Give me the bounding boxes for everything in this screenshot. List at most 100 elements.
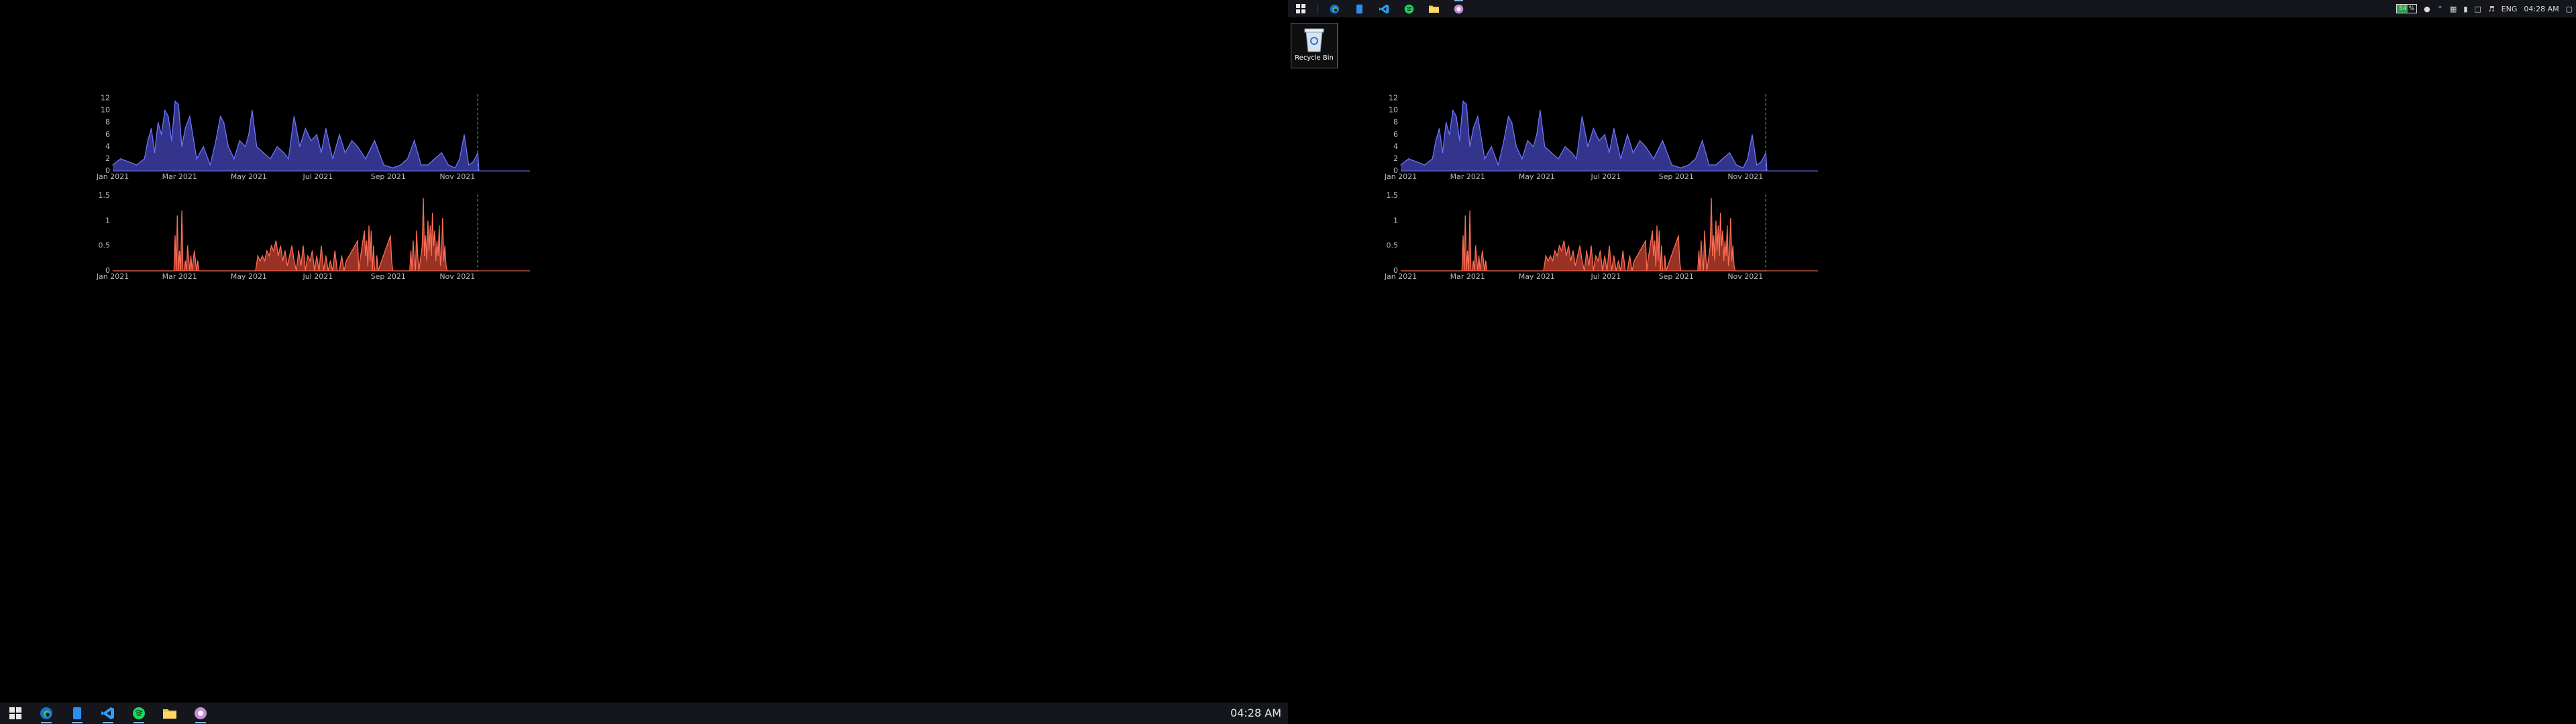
taskbar-app-spotify[interactable] xyxy=(123,703,154,724)
y-tick-label: 12 xyxy=(1389,94,1398,103)
data-point xyxy=(1720,213,1721,214)
data-point xyxy=(1503,140,1505,141)
x-tick-label: May 2021 xyxy=(231,272,267,281)
data-point xyxy=(433,245,434,247)
taskbar-app-edge[interactable] xyxy=(31,703,62,724)
desktop-icon-label: Recycle Bin xyxy=(1295,54,1334,62)
data-point xyxy=(390,235,391,237)
y-tick-label: 2 xyxy=(105,154,110,163)
pen-icon[interactable]: ● xyxy=(2424,4,2430,13)
y-tick-label: 1 xyxy=(1393,216,1398,225)
language-indicator[interactable]: ENG xyxy=(2501,4,2518,13)
volume-icon[interactable]: ♬ xyxy=(2487,4,2495,13)
start-button[interactable] xyxy=(0,703,31,724)
data-point xyxy=(407,158,409,160)
y-tick-label: 6 xyxy=(1393,130,1398,139)
data-point xyxy=(1688,164,1689,166)
data-point xyxy=(174,235,176,237)
data-point xyxy=(1452,110,1454,111)
taskbar-clock[interactable]: 04:28 AM xyxy=(2524,4,2559,13)
y-tick-label: 4 xyxy=(105,142,110,151)
chart-blue: 0 2 4 6 8 10 12 Jan 2021 Mar 2021 May 2021 Jul 202… xyxy=(1384,94,1818,181)
data-point xyxy=(1515,146,1517,147)
data-point xyxy=(144,158,145,160)
series-area xyxy=(113,101,479,171)
data-point xyxy=(1475,245,1477,247)
data-point xyxy=(1497,164,1499,166)
data-point xyxy=(120,158,121,160)
taskbar-app-file-explorer[interactable] xyxy=(154,703,185,724)
data-point xyxy=(447,164,449,166)
data-point xyxy=(1424,164,1426,166)
network-icon[interactable]: □ xyxy=(2474,4,2481,13)
data-point xyxy=(215,140,217,141)
x-tick-label: Sep 2021 xyxy=(1659,172,1694,181)
taskbar-separator xyxy=(1313,0,1322,17)
data-point xyxy=(434,158,435,160)
taskbar-app-obs[interactable] xyxy=(1446,0,1471,17)
battery-indicator[interactable]: 54 % xyxy=(2396,4,2418,13)
data-point xyxy=(365,255,366,257)
data-point xyxy=(154,152,156,154)
data-point xyxy=(1587,146,1589,147)
taskbar-app-edge[interactable] xyxy=(1322,0,1347,17)
data-point xyxy=(442,218,443,219)
taskbar-app-file-explorer[interactable] xyxy=(1421,0,1446,17)
y-tick-label: 12 xyxy=(101,94,110,103)
data-point xyxy=(189,116,191,117)
data-point xyxy=(1722,158,1723,160)
data-point xyxy=(368,225,370,227)
start-button[interactable] xyxy=(1288,0,1313,17)
data-point xyxy=(1725,255,1727,257)
x-tick-label: Sep 2021 xyxy=(1659,272,1694,281)
data-point xyxy=(341,255,342,257)
desktop-icon-recycle-bin[interactable]: Recycle Bin xyxy=(1291,23,1338,68)
battery-icon[interactable]: ▮ xyxy=(2463,4,2468,13)
data-point xyxy=(445,265,447,267)
data-point xyxy=(150,128,152,129)
edge-icon xyxy=(1330,4,1340,13)
data-point xyxy=(299,146,301,147)
spotify-icon xyxy=(1404,4,1414,13)
chevron-up-icon[interactable]: ⌃ xyxy=(2436,4,2443,13)
phone-icon xyxy=(1356,4,1362,13)
taskbar-clock[interactable]: 04:28 AM xyxy=(1230,707,1281,719)
recycle-bin-icon xyxy=(1304,28,1324,52)
notification-icon[interactable]: ▢ xyxy=(2565,4,2573,13)
x-tick-label: May 2021 xyxy=(231,172,267,181)
data-point xyxy=(1620,158,1621,160)
data-point xyxy=(1715,164,1717,166)
taskbar-app-spotify[interactable] xyxy=(1397,0,1421,17)
data-point xyxy=(1593,128,1594,129)
data-point xyxy=(1656,225,1658,227)
data-point xyxy=(1511,122,1513,123)
taskbar-app-vscode[interactable] xyxy=(93,703,123,724)
data-point xyxy=(209,164,211,166)
data-point xyxy=(305,128,306,129)
taskbar-app-vscode[interactable] xyxy=(1372,0,1397,17)
data-point xyxy=(289,255,290,257)
data-point xyxy=(1449,134,1450,135)
right-monitor: 54 % ● ⌃ ▦ ▮ □ ♬ ENG 04:28 AM ▢ Recycle … xyxy=(1288,0,2576,724)
taskbar-app-phone[interactable] xyxy=(1347,0,1372,17)
data-point xyxy=(239,140,240,141)
taskbar-app-obs[interactable] xyxy=(185,703,216,724)
data-point xyxy=(176,215,178,217)
data-point xyxy=(468,164,470,166)
x-tick-label: Nov 2021 xyxy=(1727,272,1763,281)
camera-icon[interactable]: ▦ xyxy=(2449,4,2457,13)
y-tick-label: 1.5 xyxy=(99,191,111,200)
data-point xyxy=(268,255,270,257)
data-point xyxy=(1564,146,1566,147)
data-point xyxy=(1568,245,1569,247)
y-tick-label: 0 xyxy=(105,166,110,175)
data-point xyxy=(276,146,278,147)
taskbar-app-phone[interactable] xyxy=(62,703,93,724)
data-point xyxy=(1521,158,1523,160)
data-point xyxy=(437,255,439,257)
data-point xyxy=(439,265,441,267)
data-point xyxy=(1544,146,1546,147)
data-point xyxy=(1661,245,1662,247)
data-point xyxy=(220,116,221,117)
data-point xyxy=(1721,245,1722,247)
